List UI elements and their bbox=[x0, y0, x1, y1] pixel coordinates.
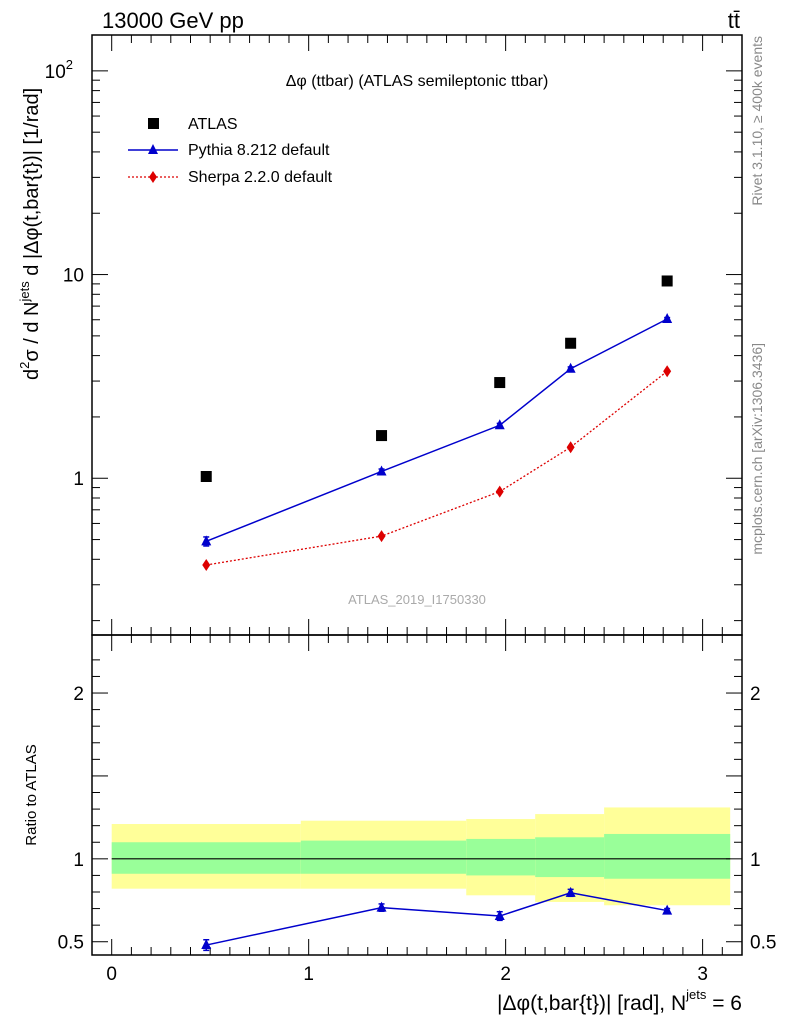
pythia-series-point bbox=[201, 535, 212, 546]
legend-pythia-marker bbox=[148, 144, 158, 154]
ratio-y-tick-label: 1 bbox=[73, 850, 84, 871]
pythia-series-line bbox=[205, 318, 668, 543]
xlabel-tail: = 6 bbox=[706, 992, 742, 1015]
pythia-series-point bbox=[494, 419, 505, 430]
atlas-series-point bbox=[661, 275, 673, 287]
atlas-series-point bbox=[494, 377, 506, 389]
sherpa-series-point bbox=[377, 530, 386, 543]
x-tick-label: 2 bbox=[500, 964, 511, 985]
pythia-ratio-point bbox=[494, 910, 505, 921]
energy-label: 13000 GeV pp bbox=[102, 8, 244, 33]
ratio-stat-band bbox=[466, 838, 536, 876]
ylabel-sup1: 2 bbox=[17, 362, 32, 369]
rivet-label: Rivet 3.1.10, ≥ 400k events bbox=[749, 36, 765, 206]
main-y-axis-label: d2σ / d Njets d |Δφ(t,bar{t})| [1/rad] bbox=[17, 88, 43, 380]
ratio-y-tick-label-right: 0.5 bbox=[750, 933, 776, 954]
ratio-y-tick-label-right: 1 bbox=[750, 850, 761, 871]
atlas-series-point bbox=[565, 337, 577, 349]
legend-atlas-marker bbox=[148, 118, 159, 129]
mcplots-label: mcplots.cern.ch [arXiv:1306.3436] bbox=[749, 343, 765, 555]
ylabel-sup2: jets bbox=[17, 281, 32, 303]
process-label: tt̄ bbox=[728, 8, 740, 33]
sherpa-series-line bbox=[206, 370, 668, 566]
x-tick-label: 3 bbox=[697, 964, 708, 985]
chart-title: Δφ (ttbar) (ATLAS semileptonic ttbar) bbox=[286, 73, 549, 90]
main-y-tick-label-sup: 2 bbox=[66, 57, 73, 72]
legend-sherpa-label: Sherpa 2.2.0 default bbox=[188, 169, 333, 186]
legend-atlas-label: ATLAS bbox=[188, 116, 238, 133]
pythia-ratio-point bbox=[201, 939, 212, 950]
main-y-tick-label: 102 bbox=[45, 57, 73, 83]
x-axis-label: |Δφ(t,bar{t})| [rad], Njets = 6 bbox=[497, 987, 742, 1015]
pythia-ratio-point bbox=[565, 886, 576, 897]
analysis-id: ATLAS_2019_I1750330 bbox=[348, 592, 486, 607]
main-y-tick-label: 10 bbox=[63, 266, 84, 287]
ylabel-part2: σ / d N bbox=[21, 302, 43, 362]
sherpa-series-point bbox=[663, 365, 672, 378]
xlabel-main: |Δφ(t,bar{t})| [rad], N bbox=[497, 992, 686, 1015]
ratio-stat-band bbox=[111, 842, 301, 874]
pythia-series-point bbox=[565, 362, 576, 373]
ylabel-part3: d |Δφ(t,bar{t})| [1/rad] bbox=[21, 88, 43, 281]
sherpa-series-point bbox=[495, 485, 504, 498]
ratio-y-tick-label: 0.5 bbox=[58, 933, 84, 954]
sherpa-series-point bbox=[566, 441, 575, 454]
ratio-y-tick-label: 2 bbox=[73, 684, 84, 705]
xlabel-sup: jets bbox=[685, 987, 707, 1002]
main-y-tick-label: 1 bbox=[73, 469, 84, 490]
x-tick-label: 1 bbox=[303, 964, 314, 985]
ratio-panel-frame bbox=[91, 634, 743, 956]
legend: ATLAS Pythia 8.212 default Sherpa 2.2.0 … bbox=[128, 116, 333, 186]
ylabel-part1: d bbox=[21, 369, 43, 380]
pythia-series-point bbox=[662, 313, 673, 324]
ratio-y-axis-label: Ratio to ATLAS bbox=[23, 744, 40, 845]
ratio-stat-band bbox=[300, 840, 467, 874]
ratio-stat-band bbox=[604, 833, 731, 879]
sherpa-series-point bbox=[202, 559, 211, 572]
pythia-series-point bbox=[376, 465, 387, 476]
x-tick-label: 0 bbox=[106, 964, 117, 985]
legend-sherpa-marker bbox=[149, 171, 157, 183]
atlas-series-point bbox=[376, 430, 388, 442]
pythia-ratio-point bbox=[376, 901, 387, 912]
pythia-ratio-point bbox=[662, 904, 673, 915]
ratio-stat-band bbox=[535, 837, 605, 878]
ratio-y-tick-label-right: 2 bbox=[750, 684, 761, 705]
atlas-series-point bbox=[200, 470, 212, 482]
legend-pythia-label: Pythia 8.212 default bbox=[188, 142, 330, 159]
